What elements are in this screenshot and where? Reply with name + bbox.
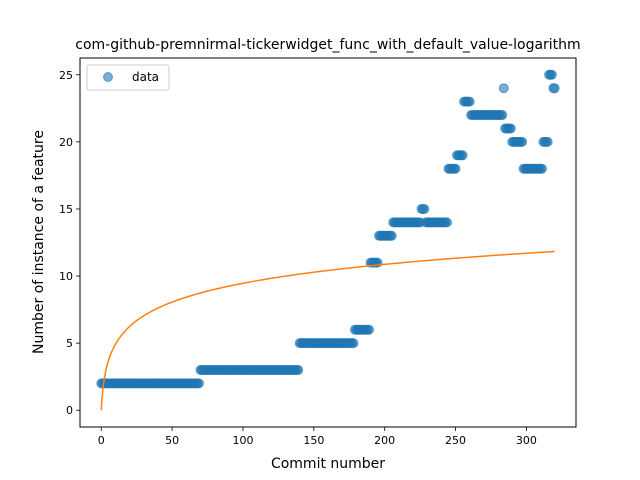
data-point <box>457 150 468 161</box>
y-tick-label: 20 <box>59 136 73 149</box>
legend: data <box>86 64 170 91</box>
y-tick-label: 25 <box>59 69 73 82</box>
data-point <box>450 163 461 174</box>
data-point <box>293 364 304 375</box>
legend-marker <box>103 72 113 82</box>
x-axis-label: Commit number <box>271 456 385 472</box>
data-point <box>517 136 528 147</box>
chart-title: com-github-premnirmal-tickerwidget_func_… <box>75 37 580 53</box>
data-point <box>498 83 509 94</box>
x-tick-label: 0 <box>98 434 105 447</box>
y-axis-ticks: 0 5 10 15 20 25 <box>59 69 80 417</box>
legend-box <box>86 64 170 91</box>
y-tick-label: 10 <box>59 270 73 283</box>
x-tick-label: 300 <box>516 434 537 447</box>
legend-label: data <box>132 70 159 84</box>
y-tick-label: 15 <box>59 203 73 216</box>
data-point <box>348 338 359 349</box>
plot-area <box>96 69 560 411</box>
x-axis-ticks: 0 50 100 150 200 250 300 <box>98 427 537 447</box>
x-tick-label: 250 <box>445 434 466 447</box>
fit-line <box>100 250 555 411</box>
y-tick-label: 5 <box>66 337 73 350</box>
data-point <box>497 110 508 121</box>
data-point <box>542 136 553 147</box>
data-point <box>464 96 475 107</box>
data-point <box>549 83 560 94</box>
data-point <box>536 163 547 174</box>
data-point <box>386 230 397 241</box>
data-point <box>442 217 453 228</box>
data-point <box>505 123 516 134</box>
x-tick-label: 150 <box>303 434 324 447</box>
y-tick-label: 0 <box>66 404 73 417</box>
axes-frame <box>79 57 577 428</box>
y-axis-label: Number of instance of a feature <box>31 130 47 354</box>
data-point <box>546 69 557 80</box>
x-tick-label: 100 <box>232 434 253 447</box>
data-point <box>364 324 375 335</box>
data-point <box>419 203 430 214</box>
x-tick-label: 50 <box>165 434 179 447</box>
data-point <box>194 378 205 389</box>
x-tick-label: 200 <box>374 434 395 447</box>
